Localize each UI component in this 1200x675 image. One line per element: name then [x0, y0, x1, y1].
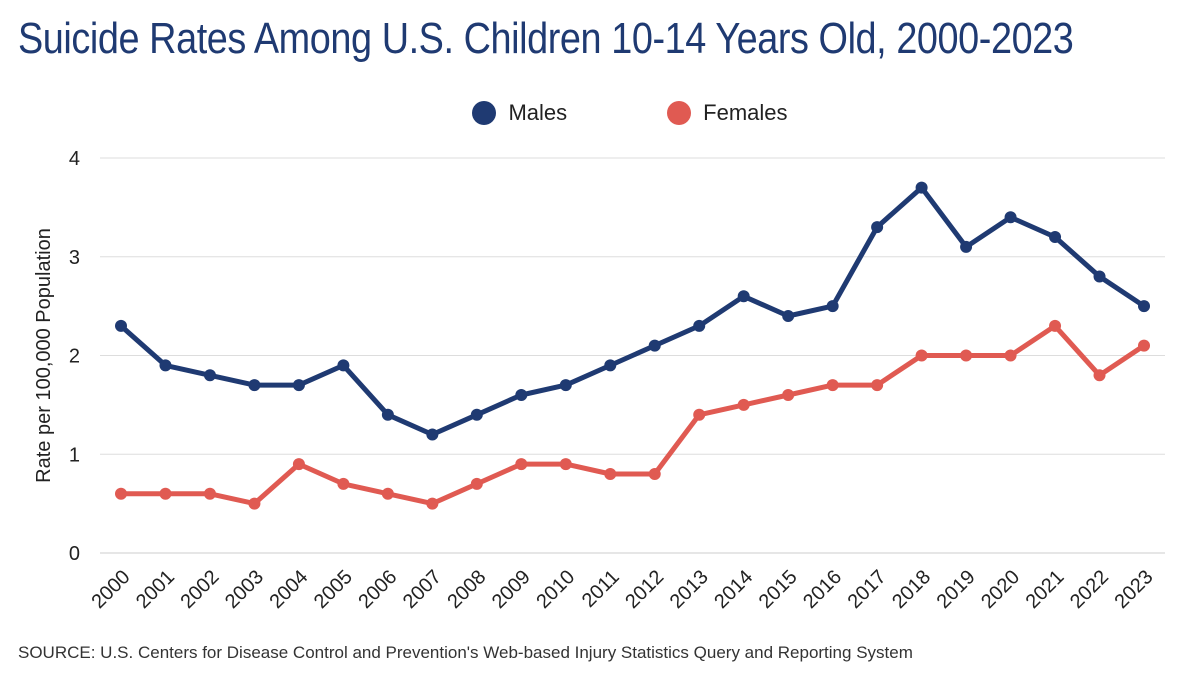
legend-label-males: Males — [508, 100, 568, 125]
source-note: SOURCE: U.S. Centers for Disease Control… — [18, 643, 913, 662]
data-point-females — [693, 408, 706, 421]
legend-marker-females — [667, 101, 692, 125]
data-point-females — [648, 468, 661, 480]
data-point-males — [1138, 300, 1150, 313]
data-point-females — [203, 487, 216, 500]
legend-item-males: Males — [412, 100, 567, 126]
x-tick-label: 2001 — [132, 566, 179, 613]
data-point-males — [248, 379, 261, 392]
x-tick-label: 2013 — [666, 566, 713, 613]
data-point-females — [381, 487, 394, 500]
x-tick-label: 2004 — [265, 566, 312, 613]
data-point-females — [871, 379, 884, 392]
y-tick-label: 3 — [69, 247, 80, 269]
data-point-females — [1138, 339, 1150, 352]
data-point-males — [381, 408, 394, 421]
series-line-females — [118, 323, 1147, 507]
x-tick-label: 2020 — [977, 566, 1024, 613]
data-point-females — [737, 398, 750, 411]
data-point-females — [1049, 319, 1062, 332]
data-point-females — [470, 477, 483, 490]
data-point-females — [515, 458, 528, 471]
data-point-males — [648, 339, 661, 352]
x-tick-label: 2019 — [933, 566, 980, 613]
x-tick-label: 2000 — [88, 566, 135, 613]
x-tick-label: 2011 — [578, 566, 624, 612]
x-tick-label: 2005 — [310, 566, 357, 613]
y-tick-label: 1 — [69, 444, 80, 466]
x-tick-label: 2008 — [443, 566, 490, 613]
x-tick-label: 2022 — [1066, 566, 1113, 613]
data-point-females — [159, 487, 172, 500]
data-point-females — [1093, 369, 1106, 382]
data-point-males — [604, 359, 617, 372]
x-tick-label: 2007 — [399, 566, 446, 613]
data-point-females — [915, 349, 928, 362]
data-point-females — [604, 468, 617, 480]
y-tick-label: 0 — [69, 543, 80, 565]
x-tick-label: 2014 — [710, 566, 757, 613]
data-point-females — [826, 379, 839, 392]
x-tick-label: 2017 — [844, 566, 891, 613]
data-point-males — [559, 379, 572, 392]
data-point-females — [426, 497, 439, 510]
x-tick-label: 2003 — [221, 566, 268, 613]
data-point-males — [515, 389, 528, 401]
data-point-males — [737, 290, 750, 303]
data-point-males — [1004, 211, 1017, 224]
data-point-males — [915, 181, 928, 194]
data-point-males — [337, 359, 350, 372]
data-point-males — [292, 379, 305, 392]
data-point-males — [782, 310, 795, 322]
x-tick-label: 2021 — [1022, 566, 1069, 613]
data-point-females — [960, 349, 973, 362]
data-point-males — [115, 319, 127, 332]
x-tick-label: 2015 — [755, 566, 802, 613]
data-point-females — [248, 497, 261, 510]
data-point-females — [292, 458, 305, 471]
x-tick-label: 2010 — [532, 566, 579, 613]
x-tick-label: 2023 — [1111, 566, 1158, 613]
data-point-males — [470, 408, 483, 421]
data-point-females — [115, 487, 127, 500]
legend: Males Females — [0, 100, 1200, 126]
data-point-females — [337, 477, 350, 490]
y-axis-label: Rate per 100,000 Population — [33, 228, 55, 483]
x-tick-label: 2012 — [621, 566, 668, 613]
x-tick-label: 2016 — [799, 566, 846, 613]
data-point-females — [1004, 349, 1017, 362]
data-point-males — [871, 221, 884, 234]
data-point-males — [159, 359, 172, 372]
line-chart: 0 1 2 3 4 Rate per 100,000 Population 20002001… — [33, 148, 1165, 613]
data-point-males — [203, 369, 216, 382]
data-point-males — [693, 319, 706, 332]
series-line-males — [118, 185, 1147, 437]
data-point-males — [826, 300, 839, 313]
data-point-males — [960, 240, 973, 253]
data-point-females — [559, 458, 572, 471]
legend-label-females: Females — [703, 100, 788, 125]
data-point-males — [1093, 270, 1106, 283]
x-tick-label: 2002 — [176, 566, 223, 613]
y-tick-label: 4 — [69, 148, 80, 170]
data-point-females — [782, 389, 795, 401]
chart-title: Suicide Rates Among U.S. Children 10-14 … — [18, 14, 1074, 63]
data-point-males — [1049, 231, 1062, 243]
legend-item-females: Females — [607, 100, 788, 126]
legend-marker-males — [472, 101, 497, 125]
x-tick-label: 2006 — [354, 566, 401, 613]
x-tick-label: 2009 — [488, 566, 535, 613]
x-tick-label: 2018 — [888, 566, 935, 613]
y-tick-label: 2 — [69, 346, 80, 368]
data-point-males — [426, 428, 439, 441]
